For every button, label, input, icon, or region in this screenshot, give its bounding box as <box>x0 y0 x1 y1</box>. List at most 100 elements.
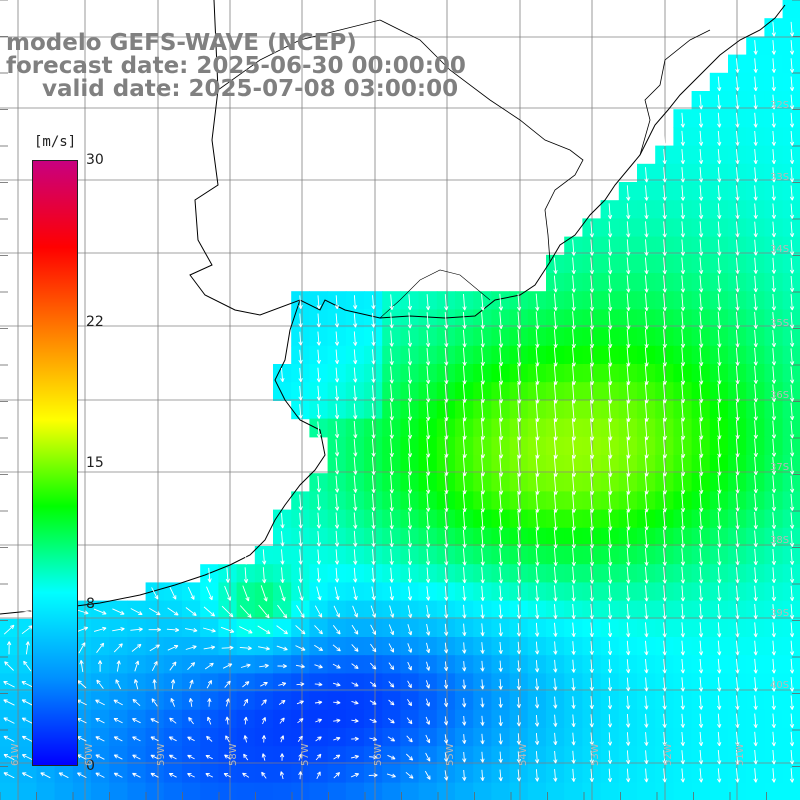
wind-arrow <box>480 679 485 690</box>
wind-arrow <box>333 772 341 779</box>
wind-arrow <box>480 311 485 329</box>
wind-arrow <box>789 58 795 73</box>
wind-arrow <box>316 567 321 583</box>
wind-arrow <box>151 587 159 600</box>
wind-arrow <box>589 641 594 655</box>
wind-arrow <box>644 455 649 477</box>
wind-arrow <box>571 659 576 673</box>
wind-arrow <box>644 293 649 312</box>
wind-arrow <box>480 733 485 745</box>
wind-arrow <box>662 511 667 531</box>
wind-cell <box>345 600 365 620</box>
wind-cell <box>218 655 238 674</box>
wind-arrow <box>462 293 467 311</box>
wind-arrow <box>314 605 323 618</box>
wind-arrow <box>571 275 576 293</box>
wind-arrow <box>699 511 704 530</box>
wind-arrow <box>680 658 685 674</box>
wind-arrow <box>644 659 649 674</box>
wind-arrow <box>298 494 303 511</box>
wind-arrow <box>407 699 413 707</box>
wind-arrow <box>169 587 177 600</box>
wind-cell <box>400 600 420 620</box>
wind-arrow <box>771 293 777 311</box>
wind-cell <box>163 637 183 656</box>
wind-cell <box>418 746 438 765</box>
wind-arrow <box>95 699 105 706</box>
wind-arrow <box>243 567 249 584</box>
wind-arrow <box>517 382 522 404</box>
wind-arrow <box>407 474 413 494</box>
wind-arrow <box>680 585 686 602</box>
wind-arrow <box>167 645 179 651</box>
wind-arrow <box>517 529 522 549</box>
wind-arrow <box>771 167 776 183</box>
wind-cell <box>236 637 256 656</box>
wind-cell <box>127 782 147 800</box>
wind-arrow <box>316 494 322 511</box>
wind-arrow <box>535 622 540 637</box>
wind-cell <box>91 637 110 656</box>
wind-arrow <box>225 716 230 725</box>
wind-arrow <box>130 608 143 615</box>
wind-arrow <box>426 511 431 530</box>
wind-arrow <box>516 751 522 764</box>
wind-cell <box>127 618 147 638</box>
wind-arrow <box>298 385 303 401</box>
wind-arrow <box>644 529 649 549</box>
wind-arrow <box>389 384 394 403</box>
wind-arrow <box>644 713 649 728</box>
wind-arrow <box>753 493 758 512</box>
wind-arrow <box>334 367 340 383</box>
wind-arrow <box>350 773 360 778</box>
wind-cell <box>382 637 401 656</box>
wind-arrow <box>735 329 740 348</box>
wind-arrow <box>717 149 722 165</box>
wind-arrow <box>553 491 558 513</box>
wind-arrow <box>698 203 704 220</box>
wind-cell <box>400 673 420 693</box>
wind-arrow <box>498 679 503 690</box>
wind-arrow <box>771 604 776 620</box>
wind-arrow <box>316 295 321 310</box>
wind-arrow <box>168 772 177 778</box>
wind-arrow <box>608 548 613 566</box>
wind-arrow <box>571 678 576 691</box>
wind-arrow <box>280 735 285 743</box>
wind-arrow <box>644 473 649 495</box>
wind-arrow <box>316 403 321 419</box>
wind-arrow <box>350 754 359 760</box>
wind-arrow <box>277 663 287 669</box>
wind-arrow <box>662 473 668 495</box>
wind-arrow <box>626 640 631 656</box>
wind-arrow <box>333 754 341 760</box>
wind-arrow <box>698 677 704 692</box>
wind-arrow <box>607 677 613 692</box>
wind-arrow <box>334 349 340 365</box>
wind-cell <box>163 691 183 711</box>
wind-arrow <box>3 772 15 779</box>
wind-arrow <box>462 642 467 654</box>
wind-cell <box>127 637 147 656</box>
wind-arrow <box>261 699 267 706</box>
wind-arrow <box>480 455 486 477</box>
wind-arrow <box>717 677 722 692</box>
wind-arrow <box>680 239 686 256</box>
wind-arrow <box>789 768 795 783</box>
wind-arrow <box>644 566 649 584</box>
wind-arrow <box>480 492 485 513</box>
wind-arrow <box>170 697 176 707</box>
wind-arrow <box>735 383 740 403</box>
wind-cell <box>145 746 165 765</box>
wind-arrow <box>498 641 503 655</box>
wind-arrow <box>753 185 758 201</box>
wind-cell <box>327 618 347 638</box>
wind-cell <box>109 691 128 711</box>
wind-arrow <box>553 529 558 549</box>
wind-cell <box>382 618 401 638</box>
wind-cell <box>254 618 274 638</box>
wind-arrow <box>260 681 268 687</box>
wind-arrow <box>6 641 12 655</box>
wind-arrow <box>462 329 467 348</box>
wind-arrow <box>498 660 503 672</box>
